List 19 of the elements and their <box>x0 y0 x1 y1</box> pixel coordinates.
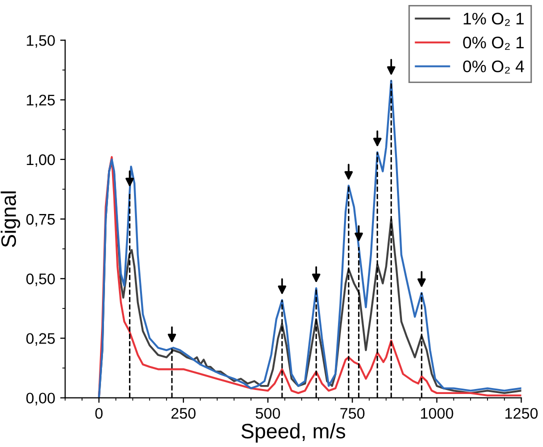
y-tick-label: 0,50 <box>26 274 55 286</box>
y-tick-label: 0,00 <box>26 392 55 406</box>
y-tick-label: 1,00 <box>26 154 55 167</box>
x-tick-label: 1250 <box>505 408 538 419</box>
x-tick-label: 750 <box>340 408 364 419</box>
legend-label: 0% O₂ 4 <box>463 60 524 74</box>
line-series <box>98 80 522 398</box>
x-tick-label: 500 <box>256 408 280 419</box>
x-tick-label: 250 <box>171 408 196 419</box>
y-tick-label: 1,50 <box>26 35 55 48</box>
legend-label: 1% O₂ 1 <box>464 12 524 26</box>
x-axis-title: Speed, m/s <box>241 423 346 443</box>
y-tick-label: 1,25 <box>26 94 55 108</box>
x-tick-label: 1000 <box>420 408 454 419</box>
y-axis-title: Signal <box>0 191 20 248</box>
x-tick-label: 0 <box>95 408 103 419</box>
y-tick-label: 0,25 <box>26 333 55 346</box>
legend-label: 0% O₂ 1 <box>463 36 524 50</box>
y-tick-label: 0,75 <box>26 214 55 227</box>
